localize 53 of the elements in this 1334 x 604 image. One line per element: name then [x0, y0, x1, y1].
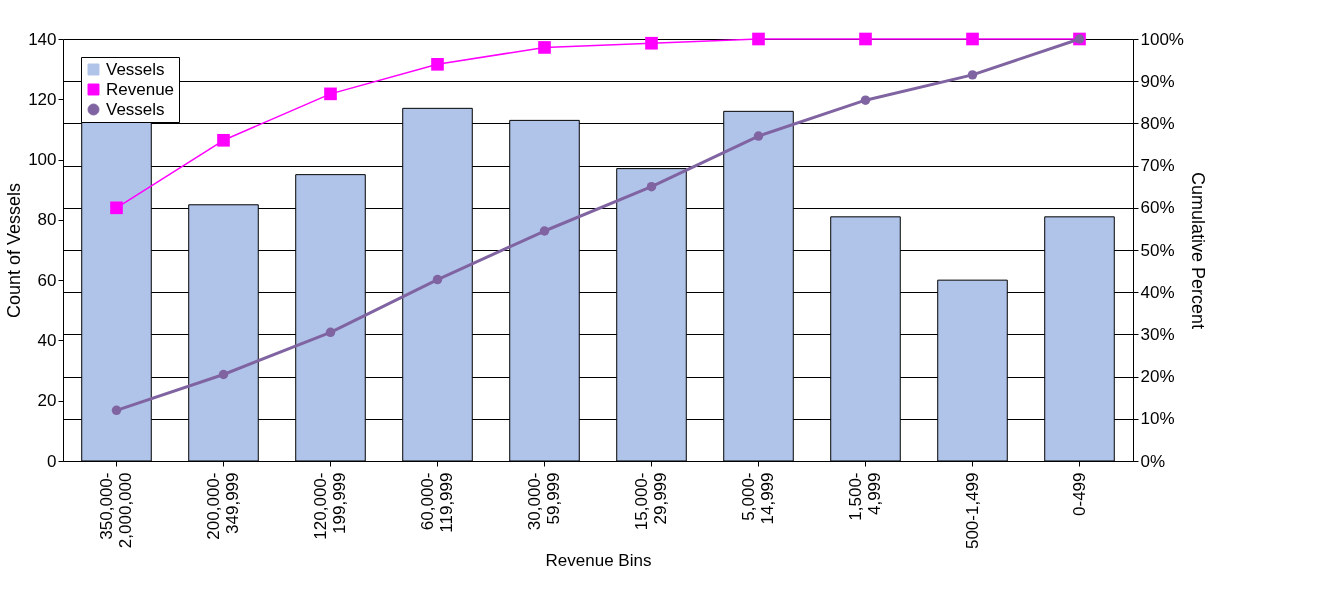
x-tick-label: 60,000- 119,999 — [417, 472, 456, 533]
point — [860, 95, 871, 105]
point — [967, 70, 978, 80]
point — [432, 274, 443, 285]
point — [752, 32, 765, 46]
y2-tick-label: 10% — [1140, 409, 1175, 429]
point — [111, 405, 122, 416]
y2-axis-title: Cumulative Percent — [1187, 171, 1208, 330]
x-tick-label: 350,000- 2,000,000 — [96, 472, 135, 549]
point — [431, 57, 444, 71]
point — [646, 181, 657, 192]
legend-label: Vessels — [106, 99, 165, 119]
point — [110, 201, 123, 215]
y-tick-label: 100 — [28, 150, 57, 170]
y-tick-label: 20 — [37, 391, 57, 411]
x-axis-title: Revenue Bins — [545, 551, 652, 571]
legend-label: Vessels — [106, 59, 165, 79]
y2-tick-label: 40% — [1140, 282, 1175, 302]
legend-label: Revenue — [106, 79, 175, 99]
y2-tick-label: 50% — [1140, 240, 1175, 260]
y2-tick-label: 30% — [1140, 324, 1175, 344]
y-tick-label: 80 — [37, 210, 57, 230]
point — [645, 36, 658, 50]
point — [859, 32, 872, 46]
x-tick-label: 15,000- 29,999 — [631, 472, 670, 531]
x-tick-label: 1,500- 4,999 — [845, 472, 884, 521]
y2-tick-label: 0% — [1140, 451, 1166, 471]
point — [539, 226, 550, 236]
y2-tick-label: 80% — [1140, 113, 1175, 133]
y-axis-title: Count of Vessels — [4, 182, 25, 319]
x-tick-label: 5,000- 14,999 — [738, 472, 777, 525]
point — [217, 133, 230, 147]
y2-tick-label: 60% — [1140, 198, 1175, 218]
y2-tick-label: 100% — [1140, 29, 1184, 49]
point — [324, 87, 337, 101]
x-tick-label: 30,000- 59,999 — [524, 472, 563, 531]
y2-tick-label: 70% — [1140, 156, 1175, 176]
point — [753, 131, 764, 141]
x-tick-label: 0-499 — [1069, 472, 1089, 516]
y2-tick-label: 20% — [1140, 367, 1175, 387]
x-tick-label: 500-1,499 — [962, 472, 982, 550]
x-tick-label: 120,000- 199,999 — [310, 472, 349, 540]
y-tick-label: 0 — [47, 451, 57, 471]
point — [538, 41, 551, 54]
y-tick-label: 120 — [28, 89, 57, 109]
point — [325, 327, 336, 338]
y-tick-label: 140 — [28, 29, 57, 49]
point — [966, 32, 979, 46]
x-tick-label: 200,000- 349,999 — [203, 472, 242, 540]
y-tick-label: 60 — [37, 270, 57, 290]
y2-tick-label: 90% — [1140, 71, 1175, 91]
y-tick-label: 40 — [37, 330, 57, 350]
point — [218, 369, 229, 380]
